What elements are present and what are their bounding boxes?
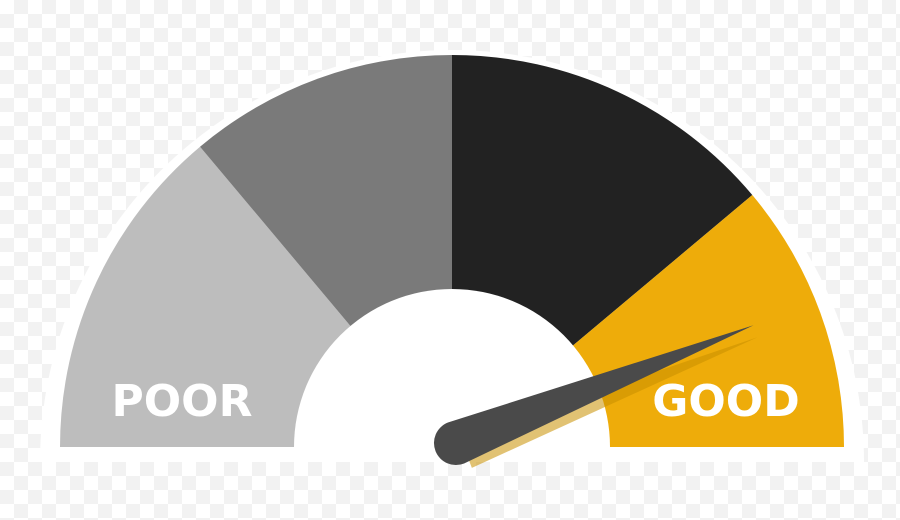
gauge-needle [433,325,754,466]
needle-shadow [460,337,758,468]
good-label: GOOD [652,376,799,427]
poor-label: POOR [112,376,253,427]
